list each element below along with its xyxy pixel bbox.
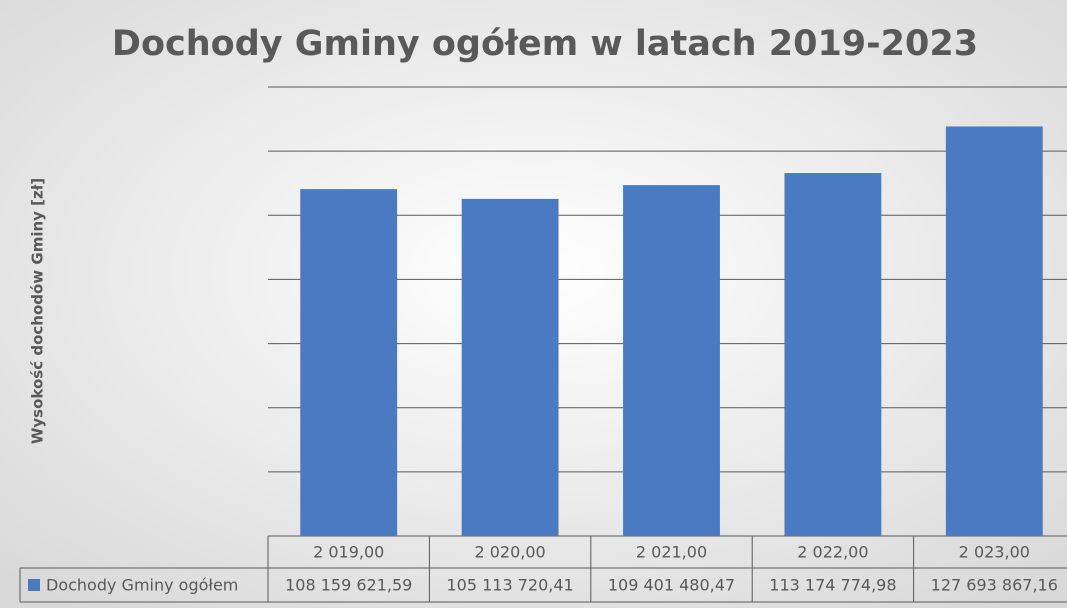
- bar: [461, 198, 559, 536]
- bar: [623, 185, 720, 536]
- x-tick-label: 2 020,00: [474, 543, 545, 562]
- x-tick-label: 2 023,00: [959, 543, 1030, 562]
- chart-title: Dochody Gminy ogółem w latach 2019-2023: [112, 24, 978, 64]
- x-tick-label: 2 021,00: [636, 543, 707, 562]
- legend-swatch: [28, 579, 40, 591]
- x-tick-label: 2 019,00: [313, 543, 384, 562]
- legend-label: Dochody Gminy ogółem: [46, 576, 238, 595]
- data-table-value: 108 159 621,59: [285, 576, 412, 595]
- data-table-value: 113 174 774,98: [769, 576, 896, 595]
- bar: [945, 126, 1043, 536]
- data-table-value: 127 693 867,16: [931, 576, 1058, 595]
- bar: [300, 189, 398, 536]
- y-axis-label: Wysokość dochodów Gminy [zł]: [29, 178, 47, 444]
- x-tick-label: 2 022,00: [797, 543, 868, 562]
- bar: [784, 173, 882, 536]
- data-table-value: 109 401 480,47: [608, 576, 735, 595]
- data-table-value: 105 113 720,41: [446, 576, 573, 595]
